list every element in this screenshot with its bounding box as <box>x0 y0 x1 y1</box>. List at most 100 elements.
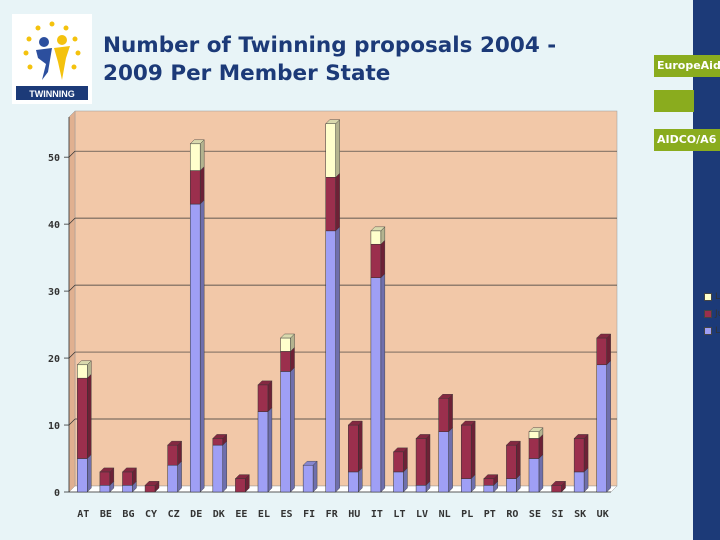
y-tick-label: 40 <box>48 220 60 231</box>
bar-side <box>516 440 521 480</box>
x-tick-label: EE <box>235 509 247 520</box>
bar-segment <box>77 364 88 379</box>
bar-side <box>358 420 363 473</box>
twinning-logo-graphic: TWINNING <box>16 21 88 100</box>
bar-segment <box>506 444 517 479</box>
bar-top <box>438 394 454 399</box>
gridline-diag <box>68 217 76 225</box>
legend-item: Ju <box>704 309 720 319</box>
bar-side <box>335 226 340 493</box>
y-tick-label: 10 <box>48 421 60 432</box>
bar-side <box>380 273 386 493</box>
bar-side <box>199 199 205 493</box>
bar-segment <box>438 431 449 493</box>
bar-segment <box>77 377 88 459</box>
bar-segment <box>460 478 472 493</box>
right-band <box>693 0 720 540</box>
bar-segment <box>506 478 517 493</box>
bar-top <box>325 119 341 124</box>
green-block <box>654 90 694 112</box>
x-tick-label: SK <box>574 509 586 520</box>
bar-side <box>335 119 340 178</box>
legend-swatch <box>704 292 712 301</box>
x-tick-label: LT <box>393 509 405 520</box>
x-tick-label: EL <box>258 509 270 520</box>
bar-top <box>167 440 183 446</box>
bar-side <box>470 420 476 480</box>
x-tick-label: CZ <box>168 509 180 520</box>
bar-side <box>583 433 589 473</box>
bar-top <box>212 434 228 439</box>
bar-segment <box>438 398 449 432</box>
x-tick-label: ES <box>281 509 293 520</box>
legend-swatch <box>704 309 712 318</box>
bar-top <box>596 333 612 339</box>
europeaid-tag: EuropeAid <box>654 55 720 77</box>
x-tick-label: BG <box>122 509 134 520</box>
plot-area <box>74 110 618 487</box>
bar-top <box>234 474 250 479</box>
bar-segment <box>348 471 359 493</box>
bar-side <box>606 360 611 493</box>
x-tick-label: RO <box>506 509 518 520</box>
bar-side <box>199 166 205 205</box>
bar-side <box>267 407 273 493</box>
bar-segment <box>325 230 336 493</box>
title-line-1: Number of Twinning proposals 2004 - <box>103 33 557 58</box>
bar-segment <box>325 177 336 232</box>
bar-segment <box>460 424 472 479</box>
bar-side <box>448 393 453 433</box>
bar-segment <box>235 478 246 493</box>
bar-segment <box>189 170 201 205</box>
bar-top <box>189 139 205 144</box>
bar-segment <box>325 123 336 178</box>
bar-segment <box>348 424 359 473</box>
aidco-tag: AIDCO/A6 <box>654 129 720 151</box>
bar-segment <box>415 485 427 493</box>
bar-segment <box>370 243 382 278</box>
bar-segment <box>189 143 201 171</box>
bar-top <box>122 467 137 473</box>
bar-segment <box>167 464 178 493</box>
x-tick-label: BE <box>100 509 112 520</box>
bar-top <box>551 481 566 486</box>
bar-segment <box>77 458 88 493</box>
bar-segment <box>122 485 133 493</box>
bar-segment <box>212 444 224 493</box>
bar-segment <box>167 444 178 466</box>
x-tick-label: DE <box>190 509 202 520</box>
bar-side <box>222 440 227 493</box>
bar-segment <box>573 471 585 493</box>
x-tick-label: NL <box>439 509 451 520</box>
gridline-diag <box>68 284 76 292</box>
bar-side <box>87 454 92 493</box>
gridline-diag <box>68 150 76 158</box>
bar-top <box>302 461 318 466</box>
legend-item: Li <box>704 292 720 302</box>
bar-top <box>144 481 160 486</box>
bar-segment <box>551 485 562 493</box>
bar-segment <box>370 230 382 245</box>
x-tick-label: FR <box>326 509 339 520</box>
x-tick-label: FI <box>303 509 315 520</box>
gridline-diag <box>68 351 76 359</box>
x-tick-label: SE <box>529 509 541 520</box>
bar-top <box>370 226 386 232</box>
page-title: Number of Twinning proposals 2004 - 2009… <box>103 32 643 88</box>
bar-segment <box>99 471 111 486</box>
bar-segment <box>280 371 291 493</box>
bar-top <box>460 420 476 426</box>
bar-side <box>448 427 453 493</box>
y-tick-label: 50 <box>48 153 60 164</box>
bar-segment <box>280 337 291 352</box>
legend-label: Ju <box>715 309 720 319</box>
bar-side <box>606 333 611 366</box>
bar-side <box>199 139 205 172</box>
bar-segment <box>212 438 224 446</box>
bar-segment <box>393 451 404 473</box>
bar-segment <box>483 485 495 493</box>
y-tick-label: 30 <box>48 287 60 298</box>
bar-side <box>380 239 386 279</box>
gridline-diag <box>68 418 76 426</box>
